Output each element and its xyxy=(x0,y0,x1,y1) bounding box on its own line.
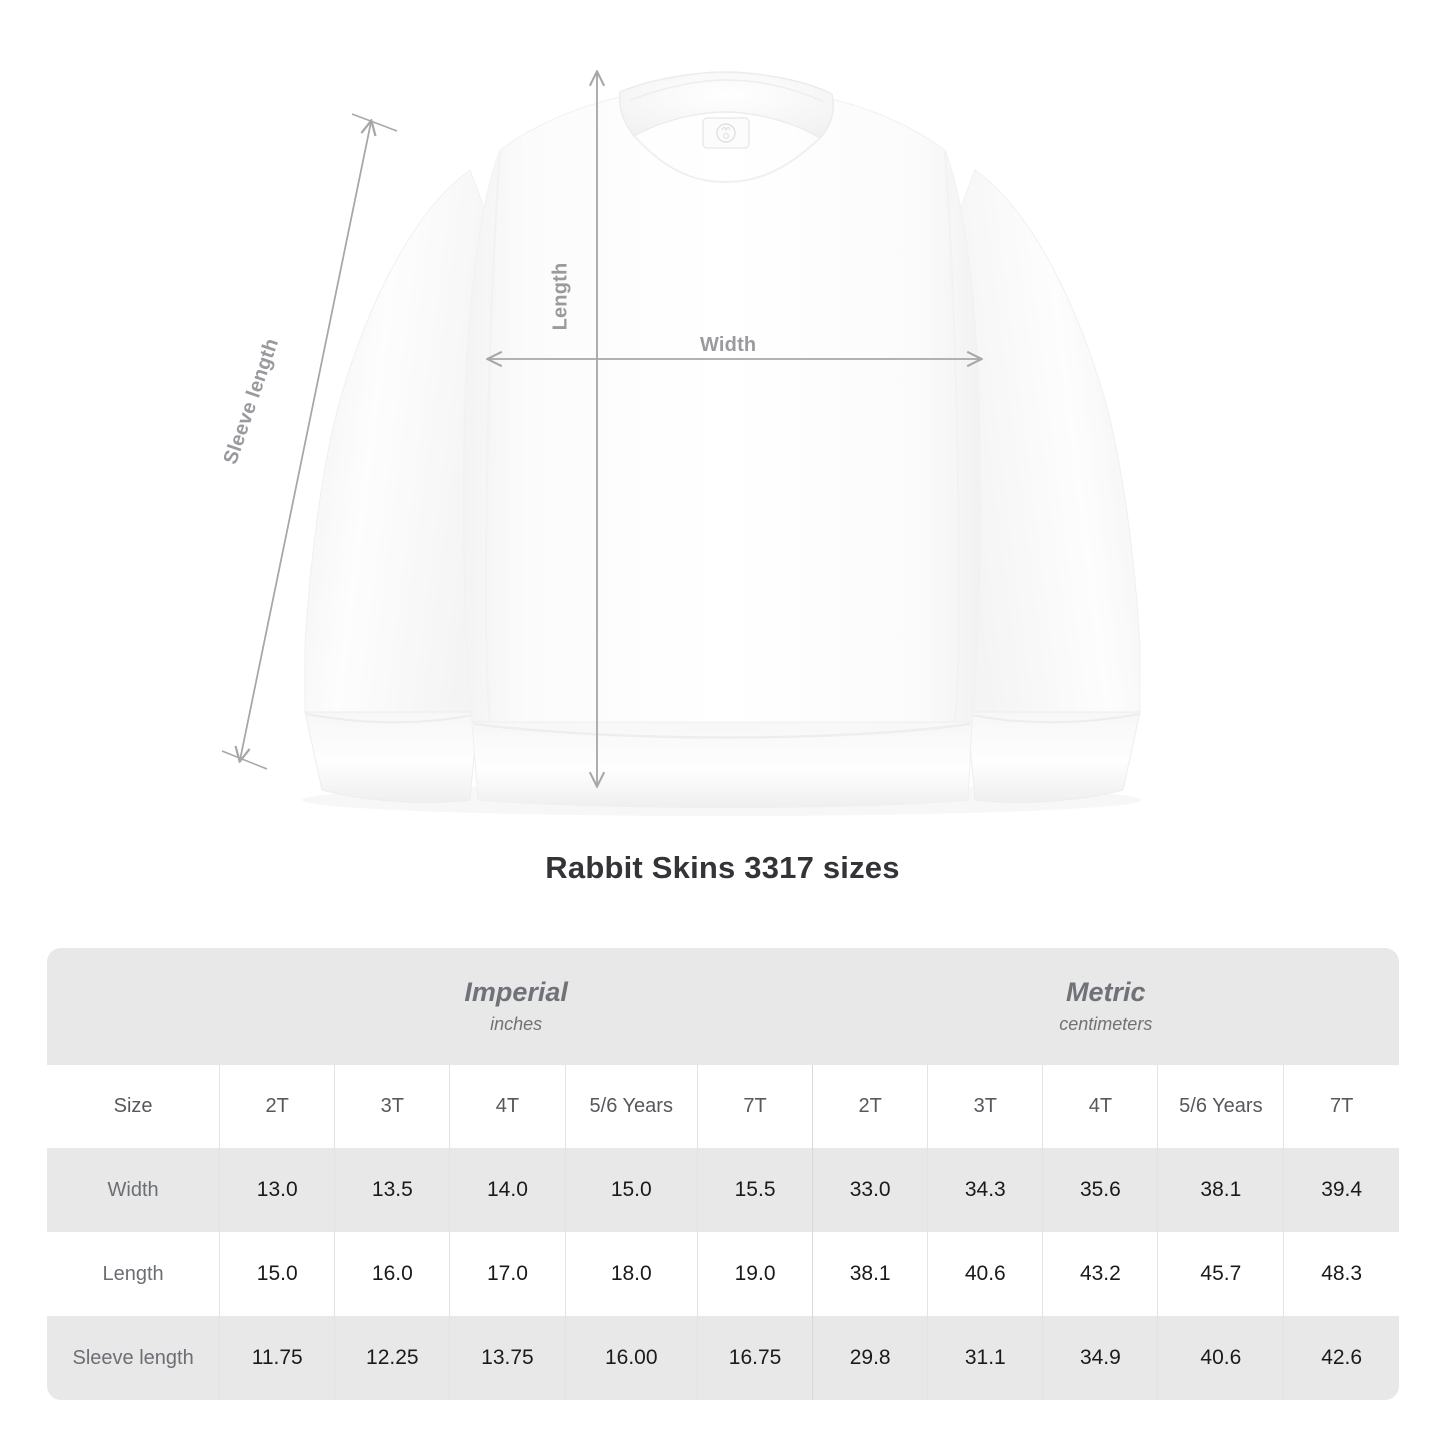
cell-width-imperial-2t: 13.0 xyxy=(219,1148,335,1232)
table-row: Sleeve length 11.75 12.25 13.75 16.00 16… xyxy=(47,1316,1399,1400)
cell-length-imperial-2t: 15.0 xyxy=(219,1232,335,1316)
column-header-metric-56y: 5/6 Years xyxy=(1157,1065,1284,1148)
cell-sleeve-metric-7t: 42.6 xyxy=(1283,1316,1399,1400)
cell-sleeve-metric-2t: 29.8 xyxy=(812,1316,928,1400)
cell-width-metric-56y: 38.1 xyxy=(1157,1148,1284,1232)
unit-group-header-row: Imperial inches Metric centimeters xyxy=(47,948,1399,1065)
cell-width-imperial-4t: 14.0 xyxy=(449,1148,565,1232)
cell-length-metric-56y: 45.7 xyxy=(1157,1232,1284,1316)
group-header-spacer xyxy=(47,948,220,1065)
table-row: Width 13.0 13.5 14.0 15.0 15.5 33.0 34.3… xyxy=(47,1148,1399,1232)
cell-length-imperial-3t: 16.0 xyxy=(334,1232,450,1316)
size-table-container: Imperial inches Metric centimeters Size … xyxy=(47,948,1399,1400)
cell-length-imperial-4t: 17.0 xyxy=(449,1232,565,1316)
size-table: Imperial inches Metric centimeters Size … xyxy=(47,948,1399,1400)
group-header-metric: Metric centimeters xyxy=(812,948,1399,1065)
brand-tag xyxy=(702,117,750,149)
cell-sleeve-metric-4t: 34.9 xyxy=(1042,1316,1158,1400)
column-header-metric-7t: 7T xyxy=(1283,1065,1399,1148)
table-row: Length 15.0 16.0 17.0 18.0 19.0 38.1 40.… xyxy=(47,1232,1399,1316)
row-label-length: Length xyxy=(47,1232,220,1316)
cell-sleeve-imperial-56y: 16.00 xyxy=(564,1316,698,1400)
cell-sleeve-imperial-3t: 12.25 xyxy=(334,1316,450,1400)
size-header-row: Size 2T 3T 4T 5/6 Years 7T 2T 3T 4T 5/6 … xyxy=(47,1065,1399,1148)
row-label-sleeve-length: Sleeve length xyxy=(47,1316,220,1400)
group-metric-name: Metric xyxy=(1066,976,1146,1007)
cell-length-metric-3t: 40.6 xyxy=(927,1232,1043,1316)
group-metric-unit: centimeters xyxy=(1059,1014,1153,1035)
column-header-metric-2t: 2T xyxy=(812,1065,928,1148)
sweatshirt-illustration xyxy=(304,71,1141,808)
cell-length-imperial-56y: 18.0 xyxy=(564,1232,698,1316)
cell-width-metric-7t: 39.4 xyxy=(1283,1148,1399,1232)
measurement-arrows xyxy=(221,0,1445,830)
sleeve-length-dimension-arrow xyxy=(221,113,398,770)
column-header-size: Size xyxy=(47,1065,220,1148)
cell-sleeve-imperial-2t: 11.75 xyxy=(219,1316,335,1400)
garment-diagram: Sleeve length Length Width xyxy=(219,0,1445,830)
cell-width-metric-4t: 35.6 xyxy=(1042,1148,1158,1232)
column-header-metric-4t: 4T xyxy=(1042,1065,1158,1148)
length-label: Length xyxy=(549,262,572,331)
column-header-imperial-3t: 3T xyxy=(334,1065,450,1148)
cell-width-imperial-7t: 15.5 xyxy=(697,1148,813,1232)
group-imperial-unit: inches xyxy=(490,1014,543,1035)
page-title: Rabbit Skins 3317 sizes xyxy=(545,850,900,885)
cell-sleeve-imperial-7t: 16.75 xyxy=(697,1316,813,1400)
group-header-imperial: Imperial inches xyxy=(219,948,813,1065)
width-label: Width xyxy=(700,334,757,356)
cell-width-imperial-56y: 15.0 xyxy=(564,1148,698,1232)
column-header-imperial-7t: 7T xyxy=(697,1065,813,1148)
cell-sleeve-metric-3t: 31.1 xyxy=(927,1316,1043,1400)
cell-width-metric-3t: 34.3 xyxy=(927,1148,1043,1232)
column-header-metric-3t: 3T xyxy=(927,1065,1043,1148)
column-header-imperial-4t: 4T xyxy=(449,1065,565,1148)
cell-width-metric-2t: 33.0 xyxy=(812,1148,928,1232)
cell-sleeve-metric-56y: 40.6 xyxy=(1157,1316,1284,1400)
column-header-imperial-2t: 2T xyxy=(219,1065,335,1148)
cell-width-imperial-3t: 13.5 xyxy=(334,1148,450,1232)
cell-sleeve-imperial-4t: 13.75 xyxy=(449,1316,565,1400)
cell-length-metric-4t: 43.2 xyxy=(1042,1232,1158,1316)
group-imperial-name: Imperial xyxy=(464,976,568,1007)
column-header-imperial-56y: 5/6 Years xyxy=(564,1065,698,1148)
cell-length-imperial-7t: 19.0 xyxy=(697,1232,813,1316)
row-label-width: Width xyxy=(47,1148,220,1232)
cell-length-metric-2t: 38.1 xyxy=(812,1232,928,1316)
cell-length-metric-7t: 48.3 xyxy=(1283,1232,1399,1316)
